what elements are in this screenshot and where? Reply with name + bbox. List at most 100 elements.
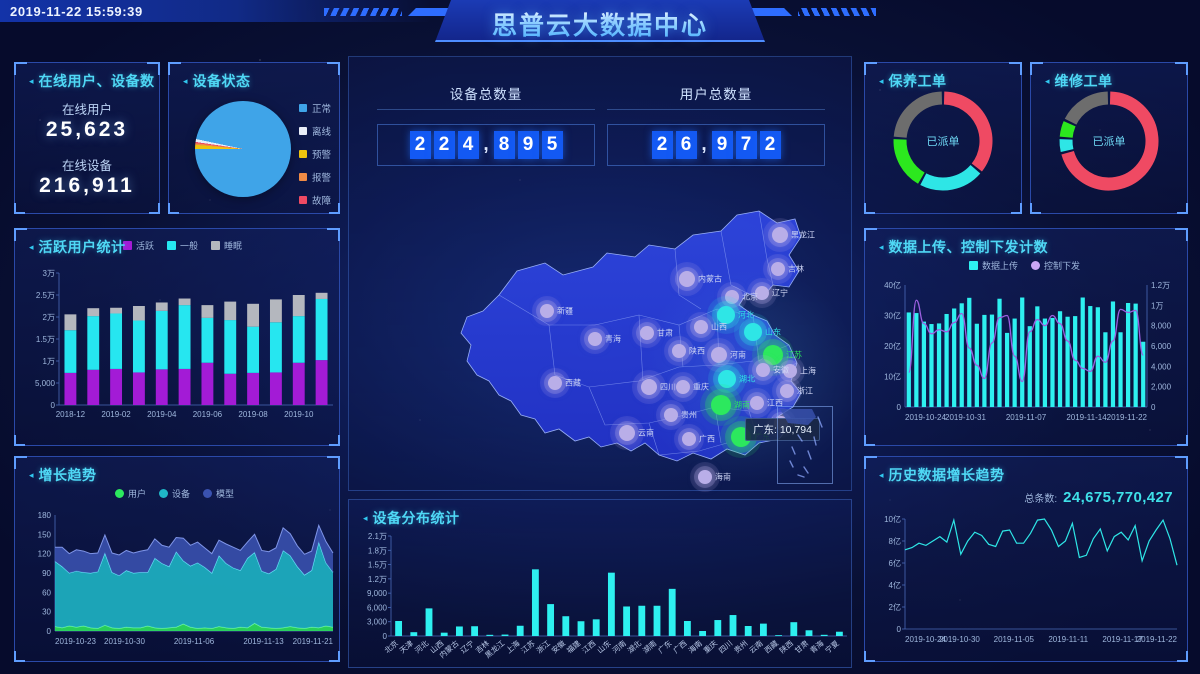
svg-text:2.1万: 2.1万: [368, 532, 387, 541]
panel-title-text: 保养工单: [888, 73, 947, 89]
panel-title-repair: ◂ 维修工单: [1045, 71, 1113, 91]
legend-label: 一般: [180, 241, 199, 251]
map-point-浙江[interactable]: [780, 384, 794, 398]
map-point-上海[interactable]: [783, 364, 797, 378]
map-point-海南[interactable]: [698, 470, 712, 484]
map-point-河北[interactable]: [717, 306, 735, 324]
panel-history-trend: ◂ 历史数据增长趋势 总条数: 24,675,770,427 0 2亿 4亿 6亿 8亿…: [864, 456, 1188, 662]
map-point-黑龙江[interactable]: [772, 227, 788, 243]
legend-label: 睡眠: [224, 241, 243, 251]
svg-text:2019-10-30: 2019-10-30: [104, 637, 145, 646]
map-point-重庆[interactable]: [676, 380, 690, 394]
panel-title-text: 在线用户、设备数: [38, 73, 155, 89]
svg-text:重庆: 重庆: [701, 638, 719, 656]
map-point-青海[interactable]: [588, 332, 602, 346]
pie-legend-item-3[interactable]: 报警: [298, 170, 331, 184]
pie-legend-item-0[interactable]: 正常: [298, 101, 331, 115]
legend-item-设备[interactable]: 设备: [159, 487, 190, 500]
map-label-内蒙古: 内蒙古: [698, 274, 722, 284]
south-china-sea-inset: [777, 406, 833, 484]
map-point-江苏[interactable]: [763, 345, 783, 365]
chevron-left-icon: ◂: [363, 512, 368, 523]
data-upload-chart[interactable]: 0 10亿 20亿 30亿 40亿 0 2,000 4,000 6,000 8,000 1万 1.2万…: [865, 277, 1189, 445]
legend-item-模型[interactable]: 模型: [203, 487, 234, 500]
legend-item-一般[interactable]: 一般: [167, 239, 198, 252]
map-point-湖南[interactable]: [711, 395, 731, 415]
map-point-江西[interactable]: [750, 396, 764, 410]
repair-donut-chart[interactable]: 已派单: [1050, 82, 1168, 200]
legend-item-控制下发[interactable]: 控制下发: [1031, 259, 1080, 272]
maintenance-donut-chart[interactable]: 已派单: [884, 82, 1002, 200]
svg-text:2019-04: 2019-04: [147, 410, 177, 419]
map-label-河南: 河南: [730, 350, 746, 360]
chevron-left-icon: ◂: [29, 241, 34, 252]
svg-text:福建: 福建: [564, 638, 582, 656]
pie-legend-item-2[interactable]: 预警: [298, 147, 331, 161]
map-label-北京: 北京: [742, 292, 758, 302]
map-point-河南[interactable]: [711, 347, 727, 363]
active-users-bar-chart[interactable]: 0 5,000 1万 1.5万 2万 2.5万 3万 2018-12 2019-02 2019-0…: [15, 265, 341, 435]
legend-item-活跃[interactable]: 活跃: [123, 239, 154, 252]
map-point-贵州[interactable]: [664, 408, 678, 422]
device-total-digit-1: 2: [433, 131, 455, 159]
user-total-digit-4: 7: [735, 131, 757, 159]
legend-swatch-icon: [1031, 261, 1041, 270]
map-point-陕西[interactable]: [672, 344, 686, 358]
chevron-left-icon: ◂: [29, 75, 34, 86]
device-distribution-bar-chart[interactable]: 03,0006,0009,0001.2万1.5万1.8万2.1万北京天津河北山西…: [349, 532, 853, 668]
legend-item-数据上传[interactable]: 数据上传: [969, 259, 1018, 272]
map-label-吉林: 吉林: [788, 264, 804, 274]
dashboard-header: 2019-11-22 15:59:39 思普云大数据中心: [0, 0, 1200, 52]
device-status-pie-chart[interactable]: [195, 101, 291, 197]
china-map[interactable]: 内蒙古 黑龙江 吉林 辽宁 北京 河北 山西 山东 河南 江苏 上海 陕西 青海 甘肃 新疆 西藏 四川 重庆 湖北…: [349, 175, 859, 492]
map-point-西藏[interactable]: [548, 376, 562, 390]
map-point-山西[interactable]: [694, 320, 708, 334]
panel-title-text: 数据上传、控制下发计数: [888, 239, 1049, 255]
maintenance-donut-svg[interactable]: [884, 82, 1002, 200]
svg-text:8亿: 8亿: [889, 536, 901, 546]
map-point-新疆[interactable]: [540, 304, 554, 318]
chevron-left-icon: ◂: [1045, 75, 1050, 86]
map-point-云南[interactable]: [619, 425, 635, 441]
device-total-digit-2: 4: [457, 131, 479, 159]
svg-text:2019-10-24: 2019-10-24: [905, 635, 946, 644]
pie-legend-item-1[interactable]: 离线: [298, 124, 331, 138]
svg-text:江苏: 江苏: [519, 638, 537, 656]
map-label-江苏: 江苏: [786, 350, 802, 360]
map-point-北京[interactable]: [725, 290, 739, 304]
map-point-辽宁[interactable]: [755, 286, 769, 300]
map-point-甘肃[interactable]: [640, 326, 654, 340]
svg-text:陕西: 陕西: [777, 638, 795, 656]
svg-text:2019-10-31: 2019-10-31: [945, 413, 986, 422]
map-label-青海: 青海: [605, 334, 621, 344]
panel-data-upload: ◂ 数据上传、控制下发计数 数据上传 控制下发 0 10亿 20亿 30亿 40亿 0 2,0…: [864, 228, 1188, 446]
panel-title-text: 维修工单: [1054, 73, 1113, 89]
pie-legend-item-4[interactable]: 故障: [298, 193, 331, 207]
map-point-四川[interactable]: [641, 379, 657, 395]
map-point-安徽[interactable]: [756, 363, 770, 377]
map-point-山东[interactable]: [744, 323, 762, 341]
growth-area-chart[interactable]: 0 30 60 90 120 150 180 2019-10-23 2019-10-30 2019…: [15, 509, 341, 661]
map-label-西藏: 西藏: [565, 378, 581, 388]
map-label-重庆: 重庆: [693, 382, 709, 392]
map-point-广西[interactable]: [682, 432, 696, 446]
device-total-digit-0: 2: [409, 131, 431, 159]
svg-text:2019-11-06: 2019-11-06: [174, 637, 215, 646]
repair-donut-svg[interactable]: [1050, 82, 1168, 200]
panel-repair-order: ◂ 维修工单 已派单: [1030, 62, 1188, 214]
legend-item-用户[interactable]: 用户: [115, 487, 146, 500]
map-label-海南: 海南: [715, 472, 731, 482]
device-total-digit-6: 5: [541, 131, 563, 159]
legend-label: 控制下发: [1044, 261, 1081, 271]
svg-text:60: 60: [42, 588, 51, 597]
map-label-江西: 江西: [767, 398, 783, 408]
map-point-内蒙古[interactable]: [679, 271, 695, 287]
map-point-湖北[interactable]: [718, 370, 736, 388]
map-label-四川: 四川: [660, 382, 676, 392]
legend-item-睡眠[interactable]: 睡眠: [211, 239, 242, 252]
map-point-吉林[interactable]: [771, 262, 785, 276]
